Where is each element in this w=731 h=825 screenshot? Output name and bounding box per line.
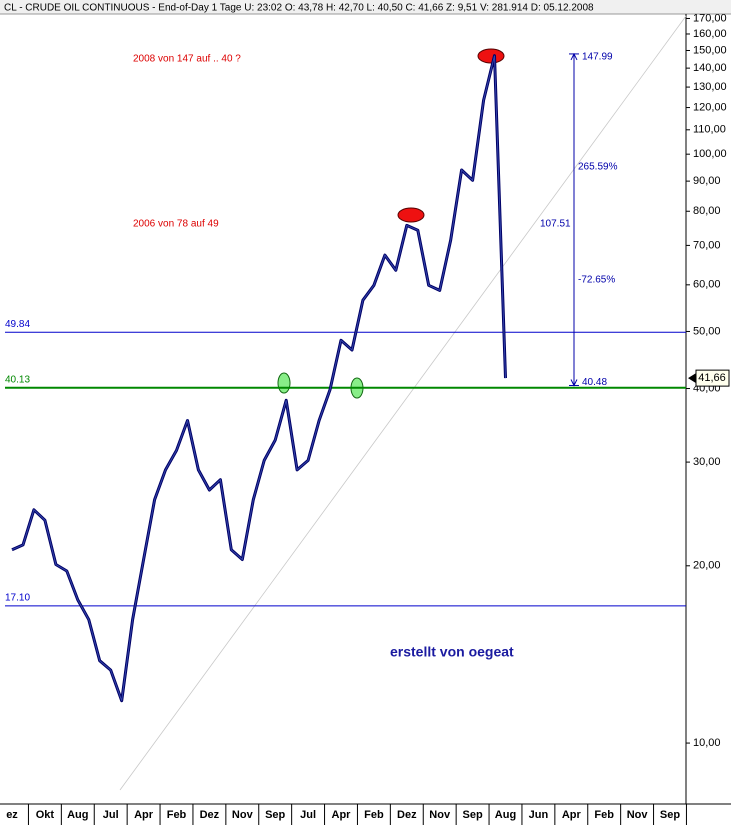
- x-tick-label: Dez: [200, 809, 220, 821]
- measure-label: 265.59%: [578, 162, 618, 173]
- y-tick-label: 150,00: [693, 44, 727, 56]
- y-tick-label: 140,00: [693, 62, 727, 74]
- x-tick-label: Okt: [36, 809, 55, 821]
- measure-label: -72.65%: [578, 275, 615, 286]
- horizontal-line-label: 40.13: [5, 374, 30, 385]
- x-tick-label: Aug: [67, 809, 88, 821]
- annotation: 2006 von 78 auf 49: [133, 219, 219, 230]
- measure-label: 40.48: [582, 377, 607, 388]
- annotation: 2008 von 147 auf .. 40 ?: [133, 54, 241, 65]
- y-tick-label: 80,00: [693, 205, 721, 217]
- x-tick-label: Apr: [134, 809, 154, 821]
- y-tick-label: 20,00: [693, 560, 721, 572]
- measure-label: 147.99: [582, 52, 613, 63]
- header-bar: [0, 0, 731, 14]
- x-tick-label: Dez: [397, 809, 417, 821]
- x-tick-label: ez: [6, 809, 18, 821]
- x-tick-label: Feb: [364, 809, 384, 821]
- y-tick-label: 120,00: [693, 101, 727, 113]
- x-tick-label: Feb: [167, 809, 187, 821]
- x-tick-label: Jun: [529, 809, 549, 821]
- x-tick-label: Feb: [594, 809, 614, 821]
- horizontal-line-label: 17.10: [5, 592, 30, 603]
- y-tick-label: 160,00: [693, 28, 727, 40]
- y-tick-label: 10,00: [693, 737, 721, 749]
- last-price-pointer: [688, 373, 696, 384]
- chart-title: CL - CRUDE OIL CONTINUOUS - End-of-Day 1…: [4, 3, 594, 14]
- horizontal-line-label: 49.84: [5, 319, 30, 330]
- y-tick-label: 130,00: [693, 81, 727, 93]
- trend-line: [119, 15, 687, 791]
- y-tick-label: 30,00: [693, 456, 721, 468]
- highlight: [477, 48, 505, 64]
- y-tick-label: 90,00: [693, 175, 721, 187]
- x-tick-label: Nov: [232, 809, 254, 821]
- x-tick-label: Nov: [429, 809, 451, 821]
- highlight: [397, 207, 425, 223]
- x-tick-label: Sep: [660, 809, 680, 821]
- y-tick-label: 60,00: [693, 279, 721, 291]
- annotation: erstellt von oegeat: [390, 644, 514, 660]
- last-price-label: 41,66: [698, 372, 726, 384]
- measure-label: 107.51: [540, 219, 571, 230]
- y-tick-label: 110,00: [693, 124, 726, 136]
- highlight: [277, 372, 291, 394]
- y-tick-label: 50,00: [693, 325, 721, 337]
- x-tick-label: Sep: [265, 809, 285, 821]
- y-tick-label: 170,00: [693, 12, 727, 24]
- x-tick-label: Apr: [332, 809, 352, 821]
- x-tick-label: Aug: [495, 809, 516, 821]
- y-tick-label: 70,00: [693, 239, 721, 251]
- x-tick-label: Sep: [463, 809, 483, 821]
- x-tick-label: Jul: [300, 809, 316, 821]
- x-tick-label: Jul: [103, 809, 119, 821]
- x-tick-label: Apr: [562, 809, 582, 821]
- price-line-inner: [11, 55, 506, 701]
- x-tick-label: Nov: [627, 809, 649, 821]
- y-tick-label: 100,00: [693, 148, 727, 160]
